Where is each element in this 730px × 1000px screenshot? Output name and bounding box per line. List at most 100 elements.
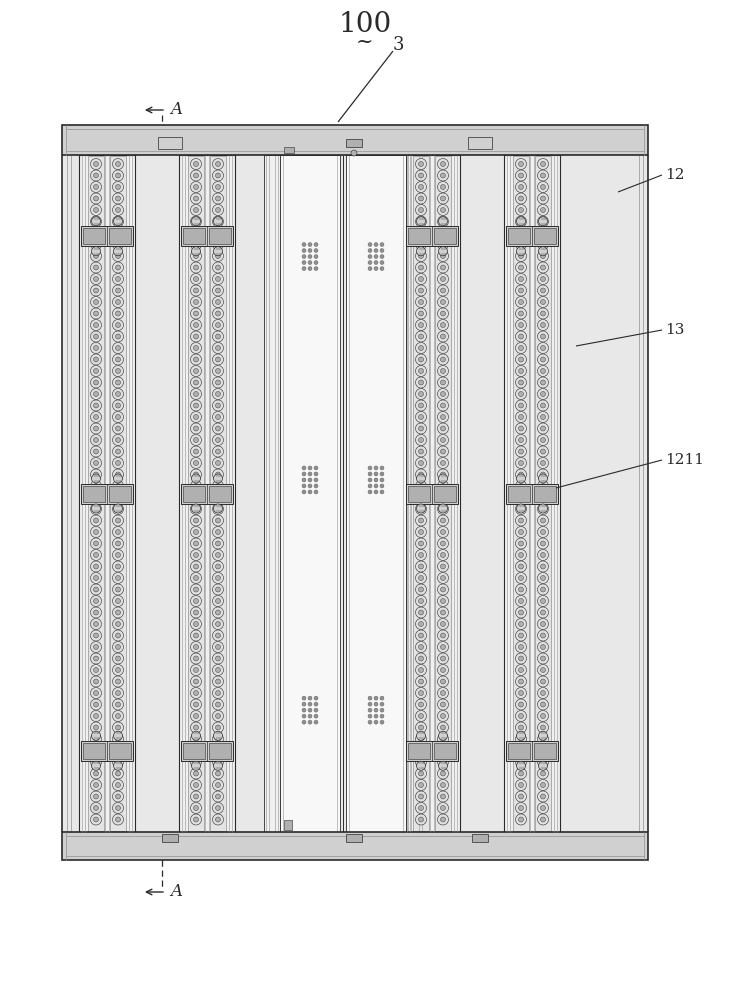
Circle shape: [215, 449, 220, 454]
Circle shape: [193, 736, 199, 742]
Circle shape: [518, 656, 523, 661]
Circle shape: [308, 702, 312, 706]
Text: ~: ~: [356, 32, 374, 51]
Circle shape: [518, 725, 523, 730]
Bar: [346, 834, 362, 842]
Circle shape: [212, 205, 223, 216]
Circle shape: [93, 598, 99, 603]
Circle shape: [415, 377, 426, 388]
Circle shape: [437, 320, 448, 330]
Circle shape: [415, 320, 426, 330]
Circle shape: [517, 217, 526, 226]
Circle shape: [112, 734, 123, 744]
Circle shape: [515, 618, 526, 630]
Circle shape: [515, 216, 526, 227]
Circle shape: [112, 722, 123, 733]
Bar: [110, 156, 126, 831]
Circle shape: [515, 365, 526, 376]
Circle shape: [518, 806, 523, 810]
Circle shape: [415, 630, 426, 641]
Circle shape: [515, 504, 526, 514]
Circle shape: [540, 679, 545, 684]
Circle shape: [308, 466, 312, 470]
Circle shape: [302, 466, 306, 470]
Circle shape: [212, 228, 223, 238]
Circle shape: [112, 331, 123, 342]
Circle shape: [93, 288, 99, 293]
Circle shape: [91, 722, 101, 733]
Circle shape: [215, 357, 220, 362]
Circle shape: [93, 380, 99, 385]
Circle shape: [537, 607, 548, 618]
Circle shape: [112, 676, 123, 687]
Circle shape: [418, 380, 423, 385]
Circle shape: [440, 621, 445, 626]
Circle shape: [540, 368, 545, 373]
Circle shape: [518, 484, 523, 488]
Circle shape: [91, 710, 101, 722]
Circle shape: [93, 552, 99, 558]
Circle shape: [212, 561, 223, 572]
Circle shape: [212, 296, 223, 308]
Bar: [181, 741, 233, 761]
Circle shape: [415, 285, 426, 296]
Circle shape: [215, 610, 220, 615]
Circle shape: [193, 196, 199, 201]
Circle shape: [415, 262, 426, 273]
Bar: [209, 486, 231, 502]
Circle shape: [91, 331, 101, 342]
Circle shape: [437, 526, 448, 538]
Circle shape: [540, 564, 545, 569]
Circle shape: [302, 484, 306, 488]
Circle shape: [417, 731, 426, 740]
Circle shape: [212, 745, 223, 756]
Circle shape: [540, 265, 545, 270]
Bar: [513, 156, 529, 831]
Circle shape: [212, 688, 223, 698]
Circle shape: [191, 699, 201, 710]
Circle shape: [437, 377, 448, 388]
Circle shape: [540, 690, 545, 696]
Circle shape: [191, 365, 201, 376]
Circle shape: [437, 814, 448, 825]
Circle shape: [417, 761, 426, 770]
Circle shape: [437, 618, 448, 630]
Bar: [209, 743, 231, 759]
Circle shape: [440, 276, 445, 282]
Circle shape: [91, 247, 101, 256]
Bar: [435, 156, 451, 831]
Circle shape: [115, 656, 120, 661]
Circle shape: [93, 656, 99, 661]
Circle shape: [215, 242, 220, 247]
Circle shape: [115, 484, 120, 488]
Circle shape: [115, 414, 120, 420]
Circle shape: [537, 446, 548, 457]
Circle shape: [93, 219, 99, 224]
Circle shape: [540, 748, 545, 753]
Circle shape: [314, 472, 318, 476]
Circle shape: [314, 696, 318, 700]
Circle shape: [437, 722, 448, 733]
Circle shape: [518, 242, 523, 247]
Circle shape: [314, 708, 318, 712]
Circle shape: [440, 771, 445, 776]
Circle shape: [215, 253, 220, 258]
Bar: [181, 226, 233, 246]
Circle shape: [112, 193, 123, 204]
Circle shape: [537, 642, 548, 652]
Circle shape: [215, 460, 220, 466]
Circle shape: [193, 610, 199, 615]
Circle shape: [113, 731, 123, 740]
Circle shape: [415, 745, 426, 756]
Circle shape: [91, 308, 101, 319]
Circle shape: [113, 504, 123, 513]
Circle shape: [517, 474, 526, 483]
Circle shape: [518, 587, 523, 592]
Circle shape: [518, 472, 523, 477]
Circle shape: [540, 334, 545, 339]
Circle shape: [93, 173, 99, 178]
Circle shape: [212, 400, 223, 411]
Circle shape: [418, 736, 423, 742]
Bar: [408, 486, 430, 502]
Circle shape: [437, 572, 448, 584]
